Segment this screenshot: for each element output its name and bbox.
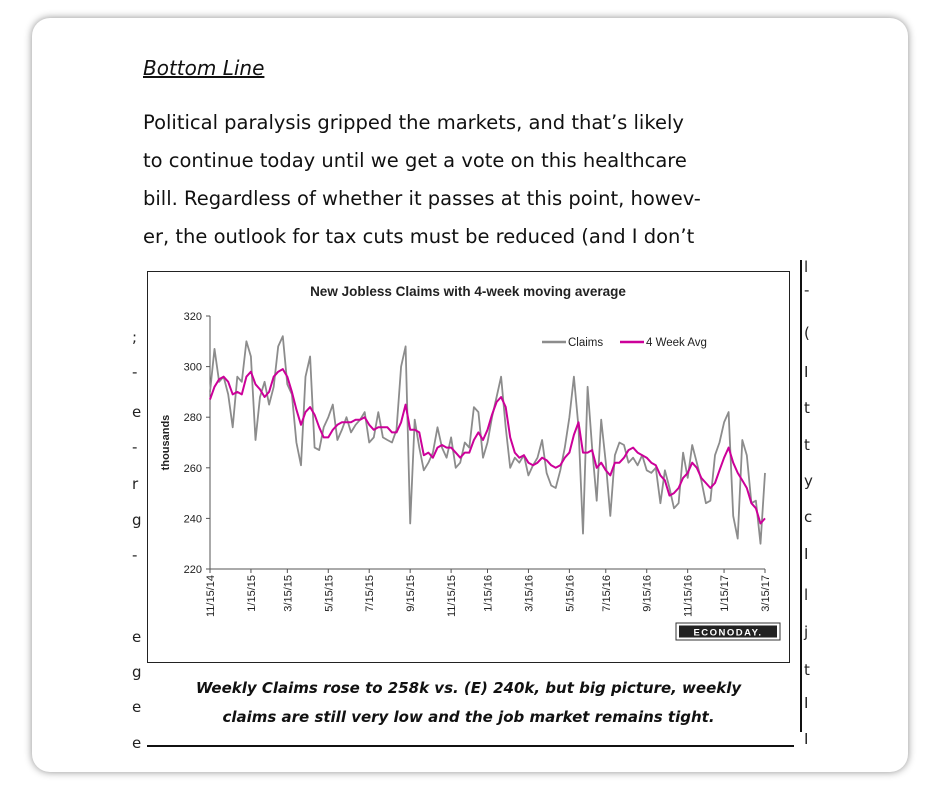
right-fragment-char: y [804,472,813,490]
body-paragraph: Political paralysis gripped the markets,… [143,104,783,256]
x-tick-label: 5/15/16 [564,575,576,612]
caption-underline [147,745,794,747]
claims-series-line [209,335,766,545]
section-heading: Bottom Line [143,56,265,80]
x-tick-label: 11/15/14 [205,575,217,617]
right-fragment-char: t [804,399,810,417]
x-tick-label: 3/15/16 [523,575,535,612]
y-tick-label: 240 [184,513,202,525]
econoday-logo: ECONODAY. [693,628,762,639]
x-tick-label: 11/15/15 [446,575,458,617]
right-fragment-char: l [804,258,809,276]
paragraph-line: Political paralysis gripped the markets,… [143,111,684,134]
jobless-claims-chart: New Jobless Claims with 4-week moving av… [160,284,781,641]
y-tick-label: 300 [184,362,202,374]
right-fragment-char: I [804,363,809,381]
legend-claims-label: Claims [568,337,603,349]
left-fragment-char: r [132,475,139,493]
right-fragment-char: I [804,545,809,563]
econoday-logo-bg [679,625,777,638]
caption-line: Weekly Claims rose to 258k vs. (E) 240k,… [195,679,742,697]
left-fragment-char: e [132,628,142,646]
right-fragment-char: I [804,694,809,712]
left-fragment-char: g [132,663,142,681]
figure-caption: Weekly Claims rose to 258k vs. (E) 240k,… [147,674,790,732]
right-fragment-char: t [804,661,810,679]
right-fragment-char: l [804,586,809,604]
paragraph-line: bill. Regardless of whether it passes at… [143,187,701,210]
chart-figure: New Jobless Claims with 4-week moving av… [147,271,790,663]
x-tick-label: 7/15/15 [364,575,376,612]
document-card: Bottom Line Political paralysis gripped … [32,18,908,772]
x-tick-label: 3/15/15 [282,575,294,612]
right-fragment-char: c [804,508,813,526]
x-tick-label: 3/15/17 [760,575,772,612]
x-tick-label: 5/15/15 [323,575,335,612]
left-fragment-char: - [132,438,138,456]
left-fragment-char: g [132,511,142,529]
y-tick-label: 260 [184,463,202,475]
x-tick-label: 11/15/16 [683,575,695,617]
chart-title: New Jobless Claims with 4-week moving av… [310,284,626,299]
x-tick-label: 1/15/16 [483,575,495,612]
y-axis-label: thousands [160,415,172,471]
avg-series-line [209,368,766,525]
paragraph-line: to continue today until we get a vote on… [143,149,687,172]
right-fragment-char: j [804,623,809,641]
paragraph-line: er, the outlook for tax cuts must be red… [143,225,695,248]
left-fragment-char: - [132,546,138,564]
x-tick-label: 7/15/16 [601,575,613,612]
left-fragment-char: e [132,403,142,421]
right-fragment-char: ( [804,324,810,342]
right-fragment-char: I [804,730,809,748]
caption-line: claims are still very low and the job ma… [222,708,715,726]
left-fragment-char: ; [132,328,138,346]
x-tick-label: 9/15/15 [405,575,417,612]
left-fragment-char: e [132,698,142,716]
right-column-rule [800,260,802,732]
y-tick-label: 280 [184,412,202,424]
left-fragment-char: e [132,734,142,752]
x-tick-label: 1/15/17 [719,575,731,612]
y-tick-label: 320 [184,311,202,323]
left-fragment-char: - [132,363,138,381]
right-fragment-char: - [804,281,810,299]
x-tick-label: 9/15/16 [642,575,654,612]
right-fragment-char: t [804,436,810,454]
legend-avg-label: 4 Week Avg [646,337,707,349]
y-tick-label: 220 [184,564,202,576]
x-tick-label: 1/15/15 [246,575,258,612]
